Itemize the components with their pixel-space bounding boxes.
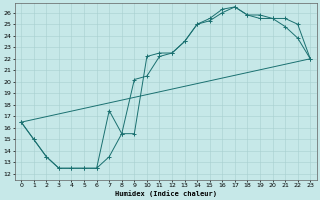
X-axis label: Humidex (Indice chaleur): Humidex (Indice chaleur)	[115, 190, 217, 197]
